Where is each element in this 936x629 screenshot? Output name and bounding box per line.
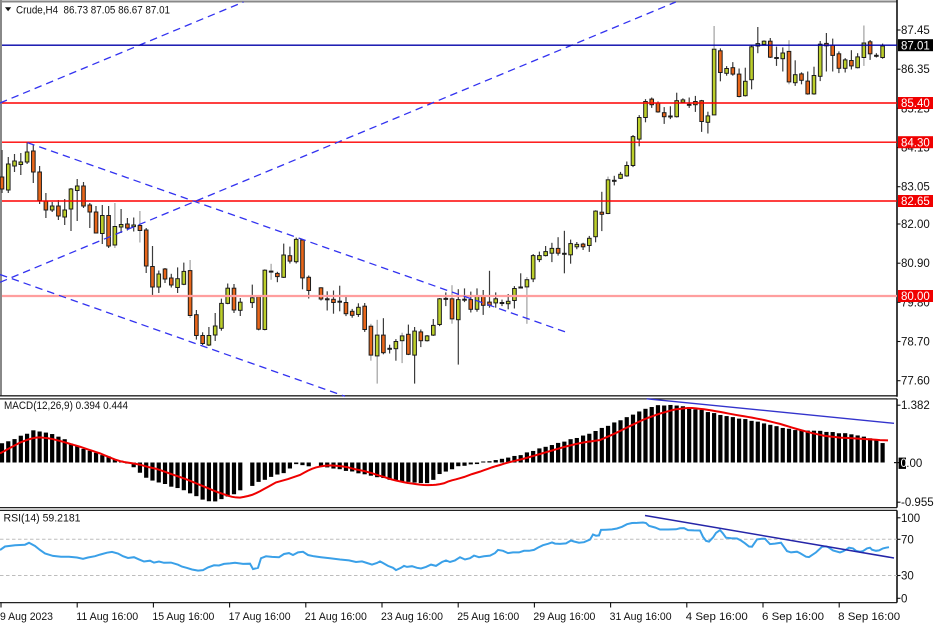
svg-text:6 Sep 16:00: 6 Sep 16:00	[762, 611, 824, 623]
svg-text:17 Aug 16:00: 17 Aug 16:00	[229, 611, 291, 623]
svg-text:11 Aug 16:00: 11 Aug 16:00	[76, 611, 138, 623]
svg-text:23 Aug 16:00: 23 Aug 16:00	[381, 611, 443, 623]
svg-text:30: 30	[901, 571, 914, 583]
svg-text:1.382: 1.382	[901, 400, 930, 412]
svg-text:80.00: 80.00	[901, 291, 930, 303]
svg-text:100: 100	[901, 513, 920, 525]
svg-text:70: 70	[901, 534, 914, 546]
svg-text:.00: .00	[906, 458, 922, 470]
svg-text:87.01: 87.01	[901, 40, 930, 52]
svg-text:77.60: 77.60	[901, 376, 930, 388]
svg-text:15 Aug 16:00: 15 Aug 16:00	[152, 611, 214, 623]
svg-text:82.65: 82.65	[901, 196, 930, 208]
svg-text:80.90: 80.90	[901, 258, 930, 270]
svg-text:85.40: 85.40	[901, 98, 930, 110]
svg-text:4 Sep 16:00: 4 Sep 16:00	[686, 611, 748, 623]
svg-text:84.30: 84.30	[901, 137, 930, 149]
svg-text:82.00: 82.00	[901, 219, 930, 231]
svg-text:9 Aug 2023: 9 Aug 2023	[0, 611, 53, 623]
svg-text:86.35: 86.35	[901, 64, 930, 76]
svg-text:0: 0	[901, 458, 907, 470]
svg-text:RSI(14) 59.2181: RSI(14) 59.2181	[4, 513, 81, 525]
svg-text:0: 0	[901, 593, 907, 605]
svg-text:87.45: 87.45	[901, 25, 930, 37]
svg-text:78.70: 78.70	[901, 337, 930, 349]
svg-text:21 Aug 16:00: 21 Aug 16:00	[305, 611, 367, 623]
svg-text:29 Aug 16:00: 29 Aug 16:00	[533, 611, 595, 623]
svg-text:31 Aug 16:00: 31 Aug 16:00	[610, 611, 672, 623]
svg-text:-0.955: -0.955	[901, 497, 934, 509]
svg-text:83.05: 83.05	[901, 182, 930, 194]
svg-text:8 Sep 16:00: 8 Sep 16:00	[838, 611, 900, 623]
svg-text:Crude,H4 86.73 87.05 86.67 87: Crude,H4 86.73 87.05 86.67 87.01	[16, 5, 170, 17]
svg-text:MACD(12,26,9) 0.394 0.444: MACD(12,26,9) 0.394 0.444	[4, 400, 128, 412]
svg-text:25 Aug 16:00: 25 Aug 16:00	[457, 611, 519, 623]
